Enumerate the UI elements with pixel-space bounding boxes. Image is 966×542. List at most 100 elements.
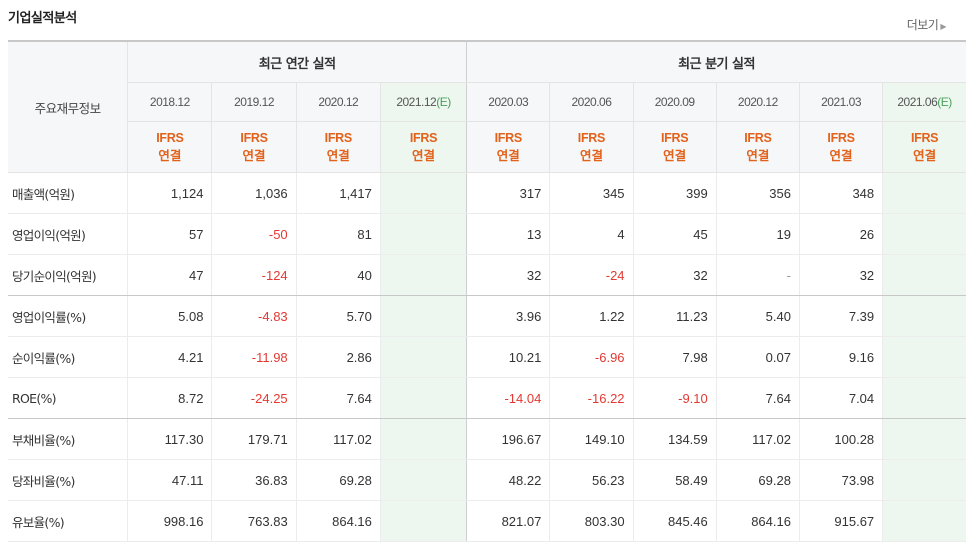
row-label: 당기순이익(억원) <box>8 254 128 296</box>
value-cell: 11.23 <box>632 295 717 337</box>
value-cell: 47 <box>127 254 212 296</box>
period-header: 2021.12(E) <box>379 82 467 122</box>
period-header: 2020.03 <box>466 82 550 122</box>
value-cell: 32 <box>632 254 717 296</box>
consolidated-label: 연결 <box>746 148 770 163</box>
period-label: 2018.12 <box>149 95 190 109</box>
period-label: 2020.09 <box>654 95 695 109</box>
value-cell: 845.46 <box>632 500 717 542</box>
period-header: 2020.12 <box>715 82 800 122</box>
value-cell: 998.16 <box>127 500 212 542</box>
period-label: 2020.06 <box>571 95 612 109</box>
value-cell: 57 <box>127 213 212 255</box>
period-header: 2020.12 <box>295 82 381 122</box>
table-row: ROE(%) 8.72 -24.25 7.64 -14.04 -16.22 -9.10 7.6… <box>8 377 966 419</box>
value-cell: 117.30 <box>127 418 212 460</box>
value-cell: 1,036 <box>211 172 297 214</box>
period-label: 2019.12 <box>234 95 274 109</box>
value-cell: 179.71 <box>211 418 297 460</box>
accounting-standard: IFRS 연결 <box>466 121 550 173</box>
accounting-standard: IFRS 연결 <box>549 121 634 173</box>
period-header: 2021.06(E) <box>882 82 966 122</box>
value-cell: 69.28 <box>295 459 381 501</box>
row-label: 유보율(%) <box>8 500 128 542</box>
row-label: 순이익률(%) <box>8 336 128 378</box>
value-cell <box>882 336 966 378</box>
annual-group-header: 최근 연간 실적 <box>127 40 467 83</box>
value-cell: -14.04 <box>466 377 550 419</box>
value-cell: 9.16 <box>798 336 883 378</box>
value-cell <box>379 172 467 214</box>
value-cell: 1,417 <box>295 172 381 214</box>
consolidated-label: 연결 <box>158 148 182 163</box>
table-row: 유보율(%) 998.16 763.83 864.16 821.07 803.30 845.… <box>8 500 966 542</box>
value-cell: 81 <box>295 213 381 255</box>
ifrs-label: IFRS <box>240 131 268 145</box>
row-label: 영업이익률(%) <box>8 295 128 337</box>
period-label: 2021.06 <box>897 95 938 109</box>
value-cell: 7.04 <box>798 377 883 419</box>
value-cell: 58.49 <box>632 459 717 501</box>
label-header: 주요재무정보 <box>8 40 128 173</box>
table-row: 당좌비율(%) 47.11 36.83 69.28 48.22 56.23 58.49 69.… <box>8 459 966 501</box>
value-cell <box>379 213 467 255</box>
period-header: 2021.03 <box>798 82 883 122</box>
more-link[interactable]: 더보기 ▶ <box>907 16 947 33</box>
value-cell: -6.96 <box>549 336 634 378</box>
ifrs-label: IFRS <box>827 131 855 145</box>
value-cell: 10.21 <box>466 336 550 378</box>
value-cell: 32 <box>798 254 883 296</box>
row-label: 부채비율(%) <box>8 418 128 460</box>
accounting-standard: IFRS 연결 <box>798 121 883 173</box>
value-cell: 0.07 <box>715 336 800 378</box>
row-label: 영업이익(억원) <box>8 213 128 255</box>
value-cell <box>882 172 966 214</box>
period-label: 2020.12 <box>737 95 778 109</box>
accounting-standard: IFRS 연결 <box>379 121 467 173</box>
consolidated-label: 연결 <box>579 148 603 163</box>
ifrs-label: IFRS <box>494 131 523 145</box>
value-cell: 19 <box>715 213 800 255</box>
value-cell: - <box>715 254 800 296</box>
value-cell: -124 <box>211 254 297 296</box>
table-row: 순이익률(%) 4.21 -11.98 2.86 10.21 -6.96 7.98 0.07 9… <box>8 336 966 378</box>
ifrs-label: IFRS <box>156 131 184 145</box>
value-cell: 4 <box>549 213 634 255</box>
value-cell: 348 <box>798 172 883 214</box>
value-cell: 26 <box>798 213 883 255</box>
value-cell: 149.10 <box>549 418 634 460</box>
value-cell: 13 <box>466 213 550 255</box>
value-cell: 4.21 <box>127 336 212 378</box>
value-cell: 117.02 <box>715 418 800 460</box>
period-label: 2020.12 <box>318 95 359 109</box>
value-cell <box>379 459 467 501</box>
value-cell: 5.70 <box>295 295 381 337</box>
value-cell <box>882 213 966 255</box>
chevron-right-icon: ▶ <box>940 22 946 31</box>
accounting-standard: IFRS 연결 <box>211 121 297 173</box>
value-cell: 7.98 <box>632 336 717 378</box>
accounting-standard: IFRS 연결 <box>127 121 212 173</box>
value-cell: -4.83 <box>211 295 297 337</box>
value-cell: 763.83 <box>211 500 297 542</box>
value-cell: 317 <box>466 172 550 214</box>
accounting-standard: IFRS 연결 <box>632 121 717 173</box>
value-cell <box>379 500 467 542</box>
value-cell: 864.16 <box>715 500 800 542</box>
period-header: 2020.06 <box>549 82 634 122</box>
consolidated-label: 연결 <box>326 148 350 163</box>
table-row: 부채비율(%) 117.30 179.71 117.02 196.67 149.10 134… <box>8 418 966 460</box>
value-cell: 7.39 <box>798 295 883 337</box>
value-cell: 399 <box>632 172 717 214</box>
consolidated-label: 연결 <box>663 148 687 163</box>
accounting-standard: IFRS 연결 <box>295 121 381 173</box>
value-cell: -24 <box>549 254 634 296</box>
value-cell: 2.86 <box>295 336 381 378</box>
table-row: 영업이익(억원) 57 -50 81 13 4 45 19 26 <box>8 213 966 255</box>
value-cell <box>882 500 966 542</box>
value-cell: 45 <box>632 213 717 255</box>
value-cell: 5.08 <box>127 295 212 337</box>
value-cell: -11.98 <box>211 336 297 378</box>
value-cell: -24.25 <box>211 377 297 419</box>
value-cell <box>882 254 966 296</box>
